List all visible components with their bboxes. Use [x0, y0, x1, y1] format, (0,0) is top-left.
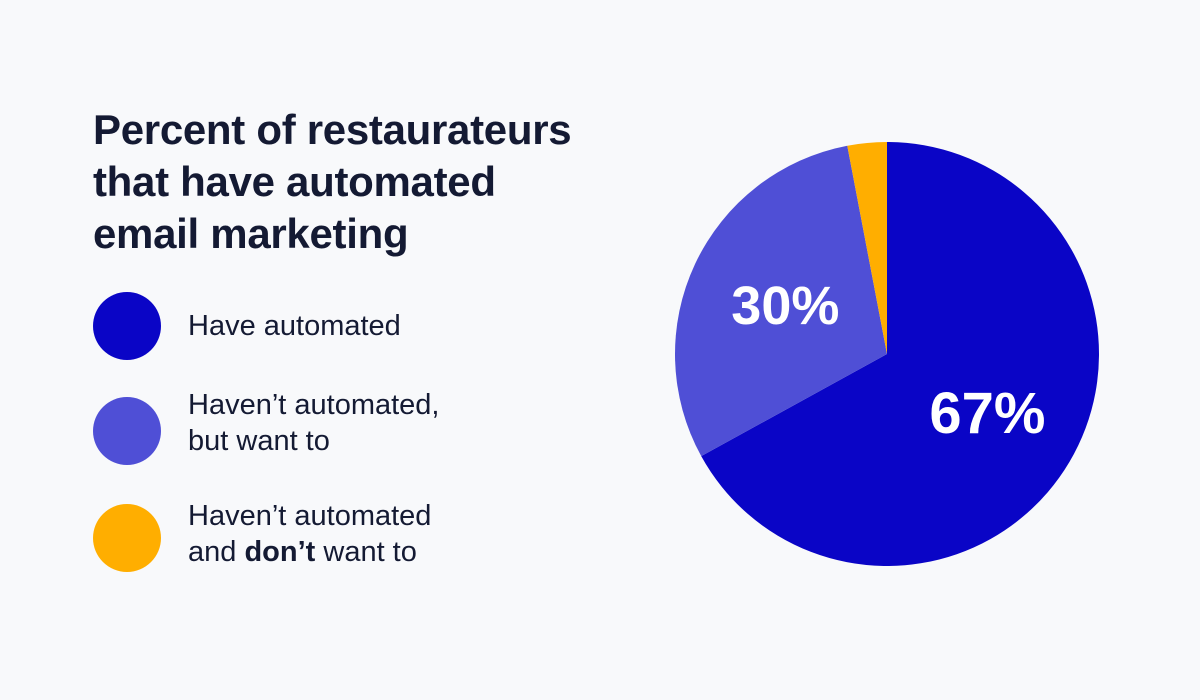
legend-label-want-to: Haven’t automated, but want to — [188, 387, 439, 459]
pie-slice-dont-want — [847, 142, 887, 354]
legend-label-dont-want-pre: and — [188, 536, 245, 568]
legend-label-want-to-line-1: Haven’t automated, — [188, 389, 440, 421]
legend-label-want-to-line-2: but want to — [188, 425, 330, 457]
legend-swatch-have-automated — [93, 292, 161, 360]
legend-item-dont-want: Haven’t automated and don’t want to — [93, 500, 553, 574]
pie-label-want-to: 30% — [731, 276, 839, 336]
legend-label-dont-want-post: want to — [315, 536, 417, 568]
legend-label-have-automated: Have automated — [188, 308, 401, 344]
pie-slice-want-to — [675, 145, 887, 457]
chart-title: Percent of restaurateurs that have autom… — [93, 104, 653, 260]
pie-slices — [675, 142, 1099, 566]
legend-swatch-want-to — [93, 397, 161, 465]
pie-slice-labels: 67% 30% — [731, 276, 1045, 446]
chart-title-line-1: Percent of restaurateurs — [93, 106, 572, 153]
legend-label-dont-want: Haven’t automated and don’t want to — [188, 498, 431, 570]
legend-label-dont-want-line-2: and don’t want to — [188, 534, 431, 570]
pie-slice-have-automated — [701, 142, 1099, 566]
legend-label-dont-want-bold: don’t — [244, 536, 316, 568]
legend-item-have-automated: Have automated — [93, 292, 553, 362]
legend-label-dont-want-line-1: Haven’t automated — [188, 500, 432, 532]
legend-swatch-dont-want — [93, 504, 161, 572]
chart-title-line-2: that have automated — [93, 158, 496, 205]
pie-label-have-automated: 67% — [929, 381, 1045, 446]
chart-title-line-3: email marketing — [93, 210, 409, 257]
legend-label-have-automated-line-1: Have automated — [188, 310, 401, 342]
legend-item-want-to: Haven’t automated, but want to — [93, 389, 553, 467]
